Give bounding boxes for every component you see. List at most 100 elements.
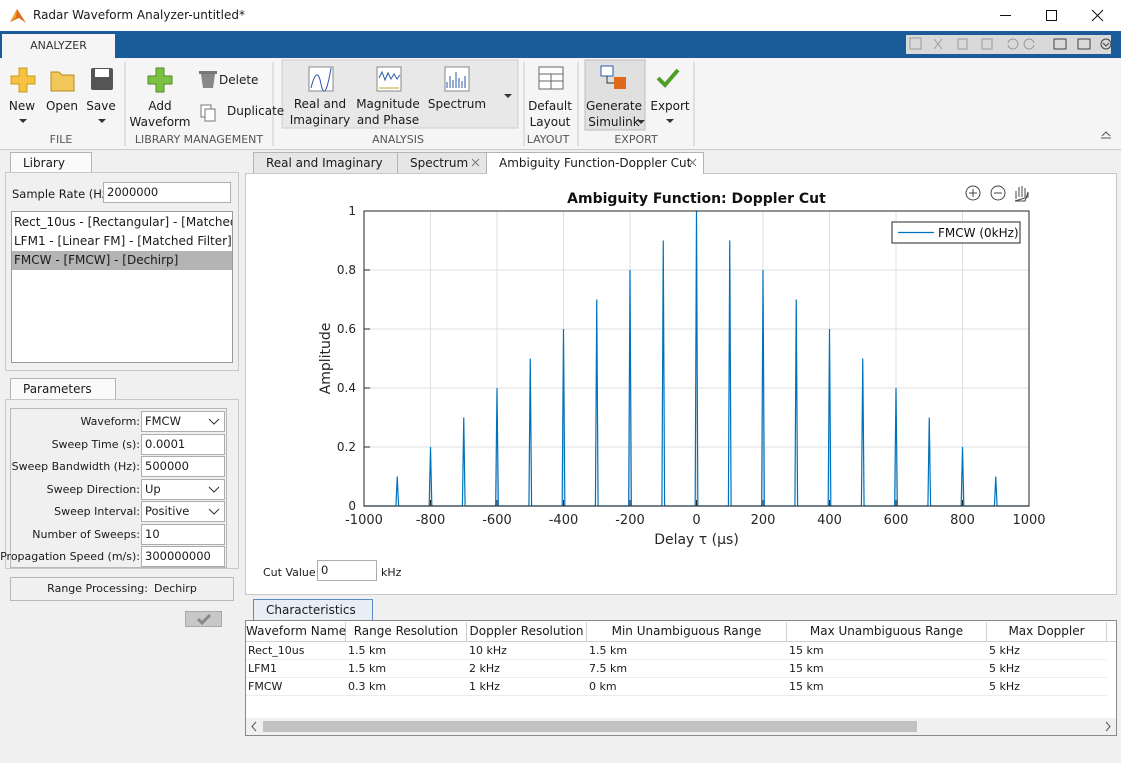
column-header[interactable]: Range Resolution bbox=[346, 622, 467, 642]
text-input[interactable]: 0.0001 bbox=[141, 433, 225, 455]
zoom-controls[interactable] bbox=[965, 185, 1029, 202]
ribbon-button[interactable]: Save bbox=[86, 99, 116, 113]
field-label: Propagation Speed (m/s): bbox=[0, 550, 140, 563]
label: Range Processing: bbox=[47, 582, 148, 595]
tab-close[interactable] bbox=[688, 154, 698, 173]
ribbon-button[interactable]: Duplicate bbox=[227, 104, 285, 118]
window-title: Radar Waveform Analyzer-untitled* bbox=[33, 8, 245, 22]
ribbon-button[interactable]: New bbox=[8, 99, 36, 113]
field-label: Sweep Interval: bbox=[54, 505, 140, 518]
table-cell: 15 km bbox=[787, 642, 987, 660]
horizontal-scrollbar[interactable] bbox=[246, 718, 1116, 735]
column-header[interactable]: Waveform Name bbox=[246, 622, 346, 642]
list-item[interactable]: FMCW - [FMCW] - [Dechirp] bbox=[12, 251, 232, 270]
x-tick-label: 200 bbox=[751, 513, 776, 528]
table-cell: 0 km bbox=[587, 678, 787, 696]
text-input[interactable]: 10 bbox=[141, 523, 225, 545]
text-input[interactable]: 2000000 bbox=[103, 182, 231, 203]
y-axis-label: Amplitude bbox=[318, 323, 334, 395]
tab-close[interactable] bbox=[471, 154, 481, 173]
ribbon-icons bbox=[10, 59, 1111, 146]
tab[interactable]: Parameters bbox=[10, 378, 116, 399]
field-label: Number of Sweeps: bbox=[32, 527, 140, 541]
tab[interactable]: Library bbox=[10, 152, 92, 173]
field-label: Sweep Time (s): bbox=[51, 437, 140, 451]
ribbon: FILE New Open Save LIBRARY MANAGEMENT Add Wav… bbox=[0, 58, 1121, 150]
column-header[interactable]: Doppler Resolution bbox=[467, 622, 587, 642]
check-icon bbox=[196, 613, 212, 626]
ribbon-group-label: LIBRARY MANAGEMENT bbox=[134, 133, 264, 146]
listbox[interactable]: Rect_10us - [Rectangular] - [Matched F..… bbox=[11, 211, 233, 363]
y-tick-label: 0.8 bbox=[337, 263, 356, 277]
plot-tab[interactable]: Ambiguity Function-Doppler Cut bbox=[486, 152, 704, 174]
text-input[interactable]: 0 bbox=[317, 560, 377, 581]
label: Sample Rate (Hz): bbox=[12, 187, 117, 201]
value: Dechirp bbox=[153, 582, 197, 595]
y-tick-label: 0.6 bbox=[337, 322, 356, 336]
ribbon-button[interactable]: Real and Imaginary bbox=[289, 97, 351, 127]
dropdown[interactable]: Up bbox=[141, 478, 225, 500]
column-header[interactable]: Max Unambiguous Range bbox=[787, 622, 987, 642]
dropdown[interactable]: Positive bbox=[141, 501, 225, 522]
list-item[interactable]: LFM1 - [Linear FM] - [Matched Filter] bbox=[14, 234, 232, 248]
ribbon-button[interactable]: Open bbox=[45, 99, 79, 113]
x-tick-label: -800 bbox=[416, 513, 446, 528]
plot-tab[interactable]: Real and Imaginary bbox=[253, 152, 398, 173]
dropdown[interactable]: FMCW bbox=[141, 411, 225, 432]
label: Cut Value: bbox=[263, 566, 320, 579]
quick-access-toolbar[interactable] bbox=[900, 31, 1120, 58]
ribbon-button[interactable]: Export bbox=[650, 99, 690, 113]
column-header bbox=[1107, 622, 1116, 642]
plot-tab[interactable]: Spectrum bbox=[397, 152, 487, 173]
chart-title: Ambiguity Function: Doppler Cut bbox=[567, 191, 826, 207]
window-controls[interactable] bbox=[991, 0, 1121, 31]
axes-box bbox=[363, 210, 1030, 507]
dropdown-arrow[interactable] bbox=[208, 508, 220, 516]
dropdown-arrow[interactable] bbox=[208, 418, 220, 426]
ribbon-button[interactable]: Default Layout bbox=[528, 99, 572, 129]
ribbon-button[interactable]: Magnitude and Phase bbox=[356, 97, 420, 127]
x-axis-label: Delay τ (μs) bbox=[654, 532, 739, 548]
list-item[interactable]: Rect_10us - [Rectangular] - [Matched F..… bbox=[14, 215, 232, 229]
table-cell: 0.3 km bbox=[346, 678, 467, 696]
table-cell: 1.5 km bbox=[587, 642, 787, 660]
range-processing: Range Processing: Dechirp bbox=[10, 577, 234, 601]
dropdown-arrow[interactable] bbox=[208, 486, 220, 494]
x-tick-label: -400 bbox=[549, 513, 579, 528]
y-tick-label: 0 bbox=[348, 499, 356, 513]
characteristics-panel: Characteristics Waveform Name Range Resolu… bbox=[245, 597, 1117, 763]
y-tick-label: 0.4 bbox=[337, 381, 356, 395]
title-bar: Radar Waveform Analyzer-untitled* bbox=[0, 0, 1121, 31]
y-tick-label: 0.2 bbox=[337, 440, 356, 454]
table-cell: 15 km bbox=[787, 660, 987, 678]
tab-strip: ANALYZER bbox=[0, 31, 1121, 58]
table: Waveform Name Range Resolution Doppler Res… bbox=[245, 620, 1117, 736]
ribbon-button[interactable]: Generate Simulink bbox=[585, 99, 643, 129]
table-cell: 7.5 km bbox=[587, 660, 787, 678]
tab[interactable]: Characteristics bbox=[253, 599, 373, 620]
apply-button[interactable] bbox=[185, 611, 222, 627]
x-tick-label: 1000 bbox=[1012, 513, 1045, 528]
scrollbar-graphic[interactable] bbox=[246, 718, 1116, 735]
ribbon-button[interactable]: Add Waveform bbox=[129, 99, 191, 129]
ribbon-button[interactable]: Spectrum bbox=[427, 97, 487, 111]
ribbon-button[interactable]: Delete bbox=[219, 73, 259, 87]
column-header[interactable]: Max Doppler bbox=[987, 622, 1107, 642]
left-panel: Library Sample Rate (Hz): 2000000 Rect_10us… bbox=[0, 150, 240, 763]
chart: 0 0.2 0.4 0.6 0.8 1 -1000 -800 -600 -400 -200 0 200 4… bbox=[318, 185, 1046, 548]
panel bbox=[5, 399, 239, 569]
y-tick-label: 1 bbox=[348, 204, 356, 218]
table-cell: Rect_10us bbox=[246, 642, 346, 660]
table-cell: 1 kHz bbox=[467, 678, 587, 696]
x-tick-label: 0 bbox=[692, 513, 700, 528]
table-cell: LFM1 bbox=[246, 660, 346, 678]
x-tick-label: 400 bbox=[817, 513, 842, 528]
text-input[interactable]: 300000000 bbox=[141, 546, 225, 567]
plot-area: 0 0.2 0.4 0.6 0.8 1 -1000 -800 -600 -400 -200 0 200 4… bbox=[245, 173, 1117, 595]
x-tick-label: -600 bbox=[482, 513, 512, 528]
ribbon-group-label: FILE bbox=[49, 133, 73, 146]
column-header[interactable]: Min Unambiguous Range bbox=[587, 622, 787, 642]
text-input[interactable]: 500000 bbox=[141, 456, 225, 477]
ribbon-tab[interactable]: ANALYZER bbox=[2, 34, 115, 58]
